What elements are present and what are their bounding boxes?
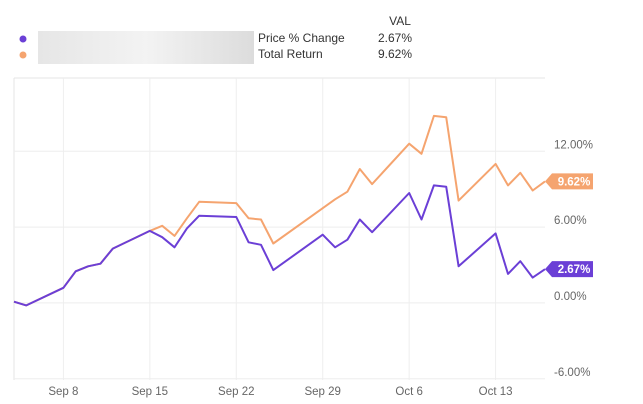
legend-value: 2.67% — [378, 31, 412, 45]
series-line — [13, 114, 546, 307]
legend-label: Price % Change — [258, 31, 345, 45]
y-tick-label: 6.00% — [554, 215, 587, 227]
x-tick-label: Sep 22 — [218, 386, 254, 398]
x-tick-label: Sep 15 — [132, 386, 168, 398]
legend-swatch — [19, 51, 27, 59]
series-line — [13, 184, 546, 307]
x-tick-label: Oct 6 — [395, 386, 422, 398]
legend-value: 9.62% — [378, 47, 412, 61]
x-tick-label: Oct 13 — [479, 386, 513, 398]
end-badge — [545, 261, 593, 278]
y-tick-label: -6.00% — [554, 367, 590, 379]
y-tick-label: 12.00% — [554, 139, 593, 151]
legend-label: Total Return — [258, 47, 323, 61]
x-tick-label: Sep 8 — [48, 386, 78, 398]
legend-swatch — [19, 35, 27, 43]
end-badge — [545, 173, 593, 190]
redacted-name — [38, 31, 254, 64]
end-badge-label: 9.62% — [558, 176, 591, 188]
end-badge-label: 2.67% — [558, 264, 591, 276]
legend-header: VAL — [389, 14, 411, 28]
x-tick-label: Sep 29 — [304, 386, 340, 398]
y-tick-label: 0.00% — [554, 291, 587, 303]
